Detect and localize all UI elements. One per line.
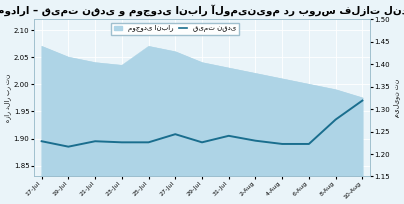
- Y-axis label: میلیون تن: میلیون تن: [393, 79, 400, 117]
- Y-axis label: هزار دلار بر تن: هزار دلار بر تن: [4, 74, 11, 122]
- Legend: موجودی انبار, قیمت نقدی: موجودی انبار, قیمت نقدی: [111, 23, 239, 35]
- Title: نمودارا – قیمت نقدی و موجودی انبار آلومینیوم در بورس فلزات لندن: نمودارا – قیمت نقدی و موجودی انبار آلومی…: [0, 4, 404, 16]
